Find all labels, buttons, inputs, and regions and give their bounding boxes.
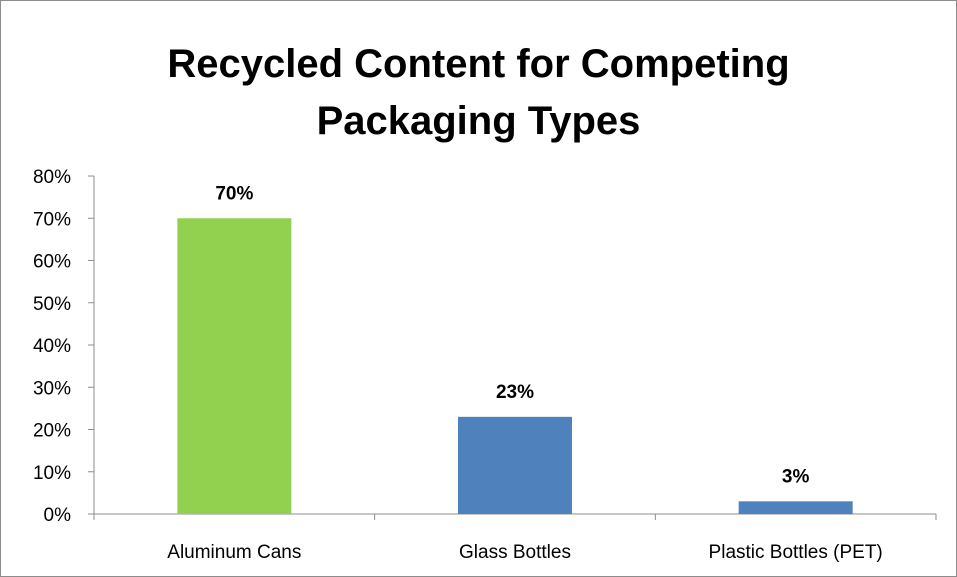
y-tick-label: 10% xyxy=(33,463,71,484)
y-tick-label: 60% xyxy=(33,252,71,273)
x-tick-label: Glass Bottles xyxy=(459,542,571,563)
y-tick-label: 80% xyxy=(33,167,71,188)
chart-title: Recycled Content for Competing Packaging… xyxy=(0,36,957,150)
y-tick-label: 30% xyxy=(33,378,71,399)
y-tick-label: 40% xyxy=(33,336,71,357)
y-tick-label: 0% xyxy=(44,505,72,526)
chart-title-line-2: Packaging Types xyxy=(316,99,641,143)
data-label: 70% xyxy=(215,183,253,204)
bar xyxy=(738,501,853,514)
bar xyxy=(177,218,292,514)
data-label: 23% xyxy=(496,382,534,403)
x-tick-label: Plastic Bottles (PET) xyxy=(709,542,883,563)
x-tick-label: Aluminum Cans xyxy=(167,542,301,563)
bar xyxy=(458,416,572,514)
y-tick-label: 20% xyxy=(33,421,71,442)
y-tick-label: 50% xyxy=(33,294,71,315)
data-label: 3% xyxy=(782,466,810,487)
chart-title-line-1: Recycled Content for Competing xyxy=(167,42,790,86)
y-tick-label: 70% xyxy=(33,209,71,230)
